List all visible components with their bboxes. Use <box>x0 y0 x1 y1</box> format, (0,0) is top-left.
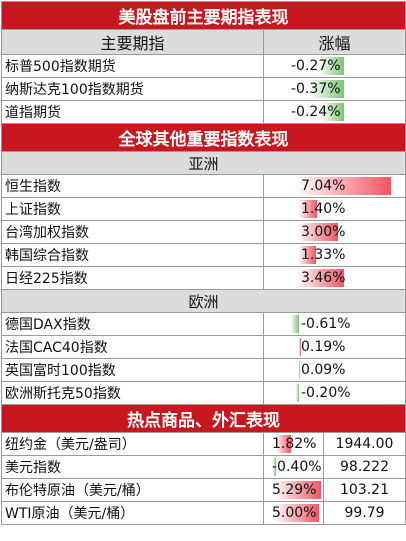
change-cell: 7.04% <box>263 174 406 198</box>
change-cell: -0.37% <box>263 77 406 101</box>
change-cell: -0.40% <box>263 455 324 479</box>
change-cell: 3.00% <box>263 220 406 244</box>
change-value: 1.33% <box>301 247 346 263</box>
commodities-section-title: 热点商品、外汇表现 <box>1 404 406 433</box>
change-cell: 1.82% <box>263 432 324 456</box>
market-table: 美股盘前主要期指表现 主要期指 涨幅 标普500指数期货 -0.27% 纳斯达克1… <box>1 1 406 525</box>
market-summary-panel: 美股盘前主要期指表现 主要期指 涨幅 标普500指数期货 -0.27% 纳斯达克1… <box>1 1 406 525</box>
change-value: 0.19% <box>301 339 346 355</box>
change-value: -0.37% <box>291 81 341 97</box>
table-row: 台湾加权指数 3.00% <box>1 220 406 244</box>
table-row: 法国CAC40指数 0.19% <box>1 335 406 359</box>
change-value: 0.09% <box>301 362 346 378</box>
change-value: -0.20% <box>301 385 351 401</box>
index-name: 英国富时100指数 <box>1 358 264 382</box>
table-row: 美元指数 -0.40% 98.222 <box>1 455 406 479</box>
index-name: 道指期货 <box>1 100 264 124</box>
change-cell: -0.61% <box>263 312 406 336</box>
index-name: 纳斯达克100指数期货 <box>1 77 264 101</box>
change-value: 1.40% <box>301 201 346 217</box>
region-label-asia: 亚洲 <box>1 151 406 175</box>
positive-change-bar <box>299 246 317 264</box>
table-row: 纽约金（美元/盎司） 1.82% 1944.00 <box>1 432 406 456</box>
positive-change-bar <box>299 223 338 241</box>
index-name: 欧洲斯托克50指数 <box>1 381 264 405</box>
price-value: 103.21 <box>323 478 406 502</box>
change-cell: 1.40% <box>263 197 406 221</box>
change-value: 1.82% <box>272 436 317 452</box>
index-name: 布伦特原油（美元/桶） <box>1 478 264 502</box>
change-value: -0.61% <box>301 316 351 332</box>
change-cell: -0.20% <box>263 381 406 405</box>
change-value: 3.00% <box>301 224 346 240</box>
negative-change-bar <box>291 315 299 333</box>
table-row: 日经225指数 3.46% <box>1 266 406 290</box>
price-value: 98.222 <box>323 455 406 479</box>
market-table-body: 美股盘前主要期指表现 主要期指 涨幅 标普500指数期货 -0.27% 纳斯达克1… <box>1 1 406 525</box>
price-value: 1944.00 <box>323 432 406 456</box>
change-value: -0.27% <box>291 58 341 74</box>
index-name: 德国DAX指数 <box>1 312 264 336</box>
table-row: 标普500指数期货 -0.27% <box>1 54 406 78</box>
index-name: 恒生指数 <box>1 174 264 198</box>
table-row: 德国DAX指数 -0.61% <box>1 312 406 336</box>
table-row: 欧洲斯托克50指数 -0.20% <box>1 381 406 405</box>
change-cell: 3.46% <box>263 266 406 290</box>
positive-change-bar <box>276 504 319 522</box>
table-row: WTI原油（美元/桶） 5.00% 99.79 <box>1 501 406 525</box>
table-row: 恒生指数 7.04% <box>1 174 406 198</box>
negative-change-bar <box>272 458 276 476</box>
negative-change-bar <box>310 80 344 98</box>
global-section-title: 全球其他重要指数表现 <box>1 123 406 152</box>
region-label-europe: 欧洲 <box>1 289 406 313</box>
index-name: 纽约金（美元/盎司） <box>1 432 264 456</box>
change-value: 3.46% <box>301 270 346 286</box>
change-value: 7.04% <box>301 178 346 194</box>
table-row: 布伦特原油（美元/桶） 5.29% 103.21 <box>1 478 406 502</box>
change-value: 5.29% <box>272 482 317 498</box>
index-name: 美元指数 <box>1 455 264 479</box>
positive-change-bar <box>299 361 301 379</box>
positive-change-bar <box>299 269 344 287</box>
table-row: 纳斯达克100指数期货 -0.37% <box>1 77 406 101</box>
positive-change-bar <box>276 481 321 499</box>
change-cell: 1.33% <box>263 243 406 267</box>
positive-change-bar <box>276 435 292 453</box>
change-value: -0.40% <box>272 459 322 475</box>
negative-change-bar <box>319 57 344 75</box>
index-name: 韩国综合指数 <box>1 243 264 267</box>
table-row: 道指期货 -0.24% <box>1 100 406 124</box>
change-cell: 5.00% <box>263 501 324 525</box>
price-value: 99.79 <box>323 501 406 525</box>
positive-change-bar <box>299 200 318 218</box>
index-name: 标普500指数期货 <box>1 54 264 78</box>
index-name: 法国CAC40指数 <box>1 335 264 359</box>
table-row: 上证指数 1.40% <box>1 197 406 221</box>
change-value: 5.00% <box>272 505 317 521</box>
index-name: 日经225指数 <box>1 266 264 290</box>
negative-change-bar <box>296 384 299 402</box>
index-name: 台湾加权指数 <box>1 220 264 244</box>
index-name: 上证指数 <box>1 197 264 221</box>
futures-section-title: 美股盘前主要期指表现 <box>1 1 406 30</box>
change-cell: -0.27% <box>263 54 406 78</box>
positive-change-bar <box>299 338 302 356</box>
column-header-index: 主要期指 <box>1 29 264 55</box>
column-header-change: 涨幅 <box>263 29 406 55</box>
table-row: 英国富时100指数 0.09% <box>1 358 406 382</box>
table-row: 韩国综合指数 1.33% <box>1 243 406 267</box>
change-cell: 5.29% <box>263 478 324 502</box>
index-name: WTI原油（美元/桶） <box>1 501 264 525</box>
change-cell: 0.19% <box>263 335 406 359</box>
change-value: -0.24% <box>291 104 341 120</box>
change-cell: -0.24% <box>263 100 406 124</box>
change-cell: 0.09% <box>263 358 406 382</box>
positive-change-bar <box>299 177 391 195</box>
negative-change-bar <box>322 103 344 121</box>
